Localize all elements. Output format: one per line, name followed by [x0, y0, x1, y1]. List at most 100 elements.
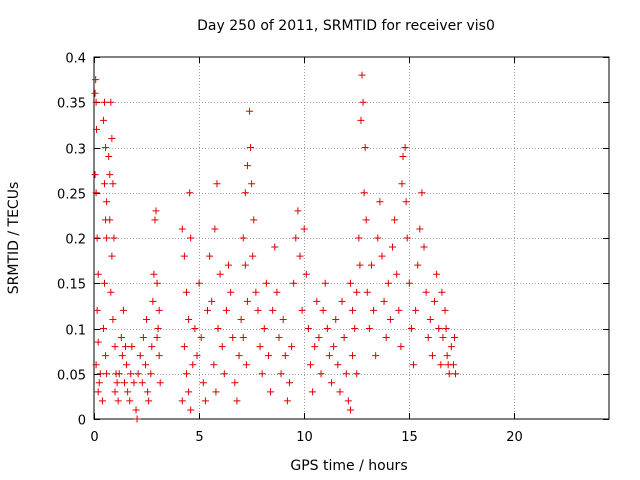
data-point: [180, 252, 188, 260]
data-point: [358, 71, 366, 79]
data-point: [127, 370, 135, 378]
data-point: [213, 180, 221, 188]
data-point: [94, 388, 102, 396]
data-point: [151, 216, 159, 224]
data-point: [412, 306, 420, 314]
data-point: [92, 76, 100, 84]
data-point: [117, 334, 125, 342]
data-point: [138, 379, 146, 387]
data-point: [149, 297, 157, 305]
data-point: [96, 370, 104, 378]
data-point: [94, 338, 102, 346]
data-point: [300, 225, 308, 233]
data-point: [182, 370, 190, 378]
data-point: [431, 297, 439, 305]
data-point: [271, 243, 279, 251]
data-point: [416, 225, 424, 233]
data-point: [92, 361, 100, 369]
data-point: [384, 279, 392, 287]
axis-ticks: 0 0.05 0.1 0.15 0.2 0.25 0.3 0.35 0.4 0 5 10 15 20: [57, 52, 609, 445]
data-point: [105, 153, 113, 161]
data-point: [187, 406, 195, 414]
data-point: [367, 261, 375, 269]
data-point: [108, 252, 116, 260]
data-point: [403, 234, 411, 242]
data-point: [380, 297, 388, 305]
data-point: [153, 334, 161, 342]
data-point: [325, 352, 333, 360]
data-point: [374, 234, 382, 242]
data-point: [208, 297, 216, 305]
data-point: [91, 171, 99, 179]
data-point: [193, 352, 201, 360]
data-point: [338, 297, 346, 305]
data-point: [109, 315, 117, 323]
data-point: [191, 325, 199, 332]
data-point: [102, 352, 110, 360]
data-point: [332, 315, 340, 323]
data-point: [155, 306, 163, 314]
data-point: [239, 234, 247, 242]
data-point: [148, 343, 156, 351]
data-point: [156, 379, 164, 387]
data-point: [254, 306, 262, 314]
data-point: [99, 325, 107, 332]
data-point: [187, 234, 195, 242]
data-point: [242, 361, 250, 369]
data-point: [91, 89, 99, 97]
y-tick-label: 0.3: [65, 143, 86, 158]
data-point: [124, 388, 132, 396]
data-point: [317, 370, 325, 378]
data-point: [204, 306, 212, 314]
data-point: [399, 153, 407, 161]
data-point: [401, 144, 409, 151]
data-point: [115, 370, 123, 378]
data-point: [114, 397, 122, 405]
data-point: [144, 388, 152, 396]
data-point: [452, 370, 460, 378]
data-point: [437, 361, 445, 369]
data-point: [233, 397, 241, 405]
x-axis-label: GPS time / hours: [290, 458, 407, 474]
data-point: [153, 279, 161, 287]
data-point: [92, 98, 100, 106]
y-tick-label: 0.4: [65, 52, 86, 67]
data-point: [447, 343, 455, 351]
data-point: [361, 144, 369, 151]
data-point: [248, 180, 256, 188]
data-point: [130, 379, 138, 387]
data-point: [395, 306, 403, 314]
data-point: [285, 379, 293, 387]
y-tick-label: 0.25: [57, 188, 86, 203]
data-point: [103, 370, 111, 378]
data-point: [304, 325, 312, 332]
y-tick-label: 0.35: [57, 97, 86, 112]
data-point: [239, 334, 247, 342]
data-point: [107, 98, 115, 106]
data-point: [258, 370, 266, 378]
data-point: [128, 343, 136, 351]
data-point: [133, 415, 141, 423]
data-point: [155, 352, 163, 360]
data-point: [357, 116, 365, 124]
data-point: [189, 361, 197, 369]
data-point: [288, 343, 296, 351]
data-point: [99, 116, 107, 124]
data-point: [441, 306, 449, 314]
data-point: [386, 315, 394, 323]
data-point: [296, 252, 304, 260]
data-point: [178, 225, 186, 233]
data-point: [93, 306, 101, 314]
data-point: [126, 397, 134, 405]
chart-title: Day 250 of 2011, SRMTID for receiver vis…: [197, 18, 495, 34]
data-point: [139, 334, 147, 342]
y-tick-label: 0.05: [57, 369, 86, 384]
data-point: [243, 297, 251, 305]
y-tick-label: 0.15: [57, 278, 86, 293]
data-point: [407, 325, 415, 332]
data-point: [321, 279, 329, 287]
data-point: [154, 325, 162, 332]
data-point: [451, 334, 458, 342]
data-point: [106, 171, 114, 179]
